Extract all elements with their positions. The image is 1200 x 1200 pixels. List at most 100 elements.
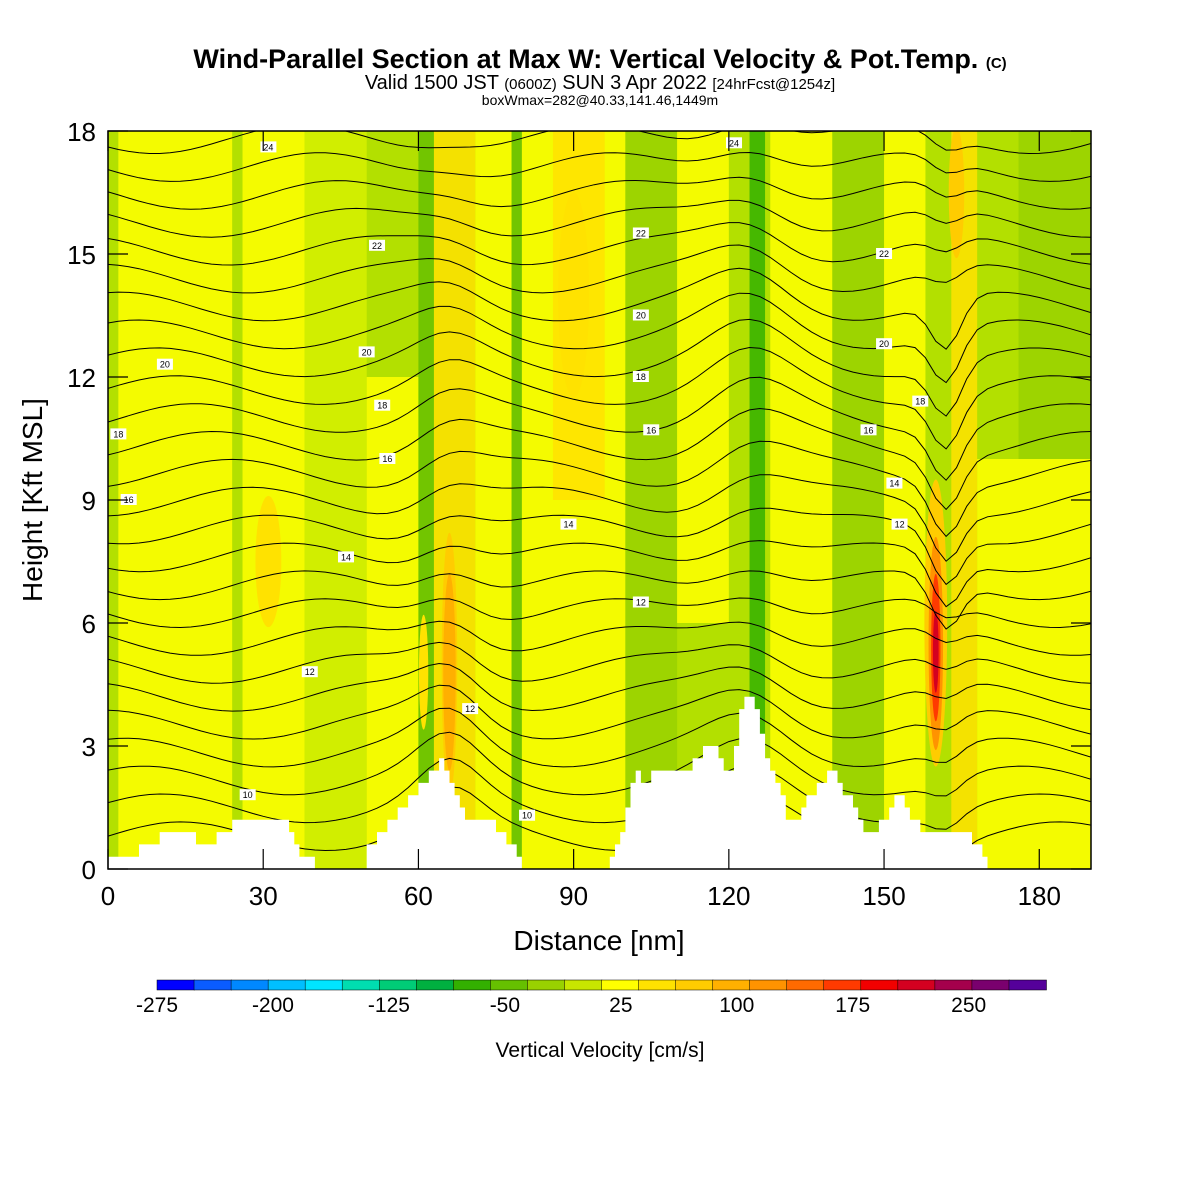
colorbar-swatch xyxy=(749,979,788,991)
contour-label-bg xyxy=(358,346,375,358)
contour-label-bg xyxy=(379,453,396,464)
theta-contour xyxy=(108,267,1091,350)
theta-contour xyxy=(108,731,1091,797)
colorbar-swatch xyxy=(527,979,566,991)
velocity-band xyxy=(304,131,367,869)
theta-contour xyxy=(108,244,1091,294)
colorbar-swatch xyxy=(490,979,529,991)
colorbar-swatch xyxy=(304,979,343,991)
updraft-core xyxy=(443,573,456,771)
colorbar-swatch xyxy=(453,979,492,991)
colorbar-swatch xyxy=(897,979,936,991)
theta-contour xyxy=(108,176,1091,210)
contour-label: 16 xyxy=(382,454,392,464)
velocity-band xyxy=(475,131,512,869)
x-tick-label: 30 xyxy=(249,881,278,911)
colorbar-tick-label: -50 xyxy=(490,994,520,1017)
contour-label-bg xyxy=(643,424,660,436)
theta-contour xyxy=(108,757,1091,830)
theta-contour xyxy=(108,346,1091,450)
colorbar-swatch xyxy=(416,979,455,991)
y-tick-label: 3 xyxy=(82,732,96,762)
colorbar-swatch xyxy=(638,979,677,991)
velocity-band xyxy=(832,131,885,869)
contour-label-bg xyxy=(726,137,743,149)
contour-label: 16 xyxy=(124,495,134,505)
contour-label: 18 xyxy=(636,372,646,382)
contour-label-bg xyxy=(632,371,649,382)
colorbar-swatch xyxy=(823,979,862,991)
velocity-band xyxy=(511,131,522,869)
theta-contour xyxy=(108,707,1091,768)
velocity-band xyxy=(977,459,1091,869)
colorbar-swatch xyxy=(267,979,306,991)
colorbar-swatch xyxy=(341,979,381,991)
theta-contour xyxy=(108,292,1091,384)
contour-label-bg xyxy=(632,596,649,608)
contour-label-bg xyxy=(632,309,649,321)
updraft-core xyxy=(418,614,429,730)
x-tick-label: 0 xyxy=(101,881,115,911)
theta-contour xyxy=(108,684,1091,740)
theta-contour xyxy=(108,376,1091,481)
y-tick-label: 15 xyxy=(67,240,96,270)
colorbar-tick-label: -125 xyxy=(368,994,410,1017)
colorbar-swatch xyxy=(786,979,825,991)
contour-label: 12 xyxy=(636,598,646,608)
contour-label: 16 xyxy=(864,425,874,435)
contour-label: 22 xyxy=(636,229,646,239)
contour-label-bg xyxy=(886,477,903,489)
colorbar-tick-label: 100 xyxy=(719,994,754,1017)
contour-label: 10 xyxy=(522,811,532,821)
contour-label: 24 xyxy=(729,138,739,148)
colorbar-swatch xyxy=(934,979,973,991)
theta-contour xyxy=(108,662,1091,712)
colorbar: -275 -200 -125 -50 25 100 175 250 xyxy=(136,979,1047,1017)
updraft-core xyxy=(255,495,282,628)
x-tick-label: 120 xyxy=(707,881,750,911)
y-tick-label: 18 xyxy=(67,117,96,147)
contour-label: 18 xyxy=(113,429,123,439)
contour-label: 10 xyxy=(243,790,253,800)
contour-label-bg xyxy=(860,424,877,436)
theta-contour xyxy=(108,407,1091,511)
y-tick-label: 12 xyxy=(67,363,96,393)
updraft-core xyxy=(558,192,590,398)
x-tick-label: 180 xyxy=(1018,881,1061,911)
colorbar-tick-label: -275 xyxy=(136,994,178,1017)
x-tick-label: 90 xyxy=(559,881,588,911)
velocity-band xyxy=(749,131,766,869)
contour-label-bg xyxy=(239,789,256,801)
contour-label-bg xyxy=(519,809,536,821)
colorbar-swatch xyxy=(860,979,899,991)
theta-contour xyxy=(108,131,1091,155)
contour-label: 20 xyxy=(636,311,646,321)
contour-label-bg xyxy=(337,551,354,563)
colorbar-label: Vertical Velocity [cm/s] xyxy=(496,1039,705,1062)
contour-label: 20 xyxy=(362,347,372,357)
theta-contour xyxy=(108,540,1091,608)
terrain-mask xyxy=(108,696,1091,869)
x-axis-label: Distance [nm] xyxy=(513,925,684,956)
theta-contour xyxy=(108,474,1091,562)
chart-subtitle: Valid 1500 JST (0600Z) SUN 3 Apr 2022 [2… xyxy=(364,72,836,94)
chart-box-info: boxWmax=282@40.33,141.46,1449m xyxy=(481,92,719,108)
velocity-band xyxy=(242,131,305,869)
theta-contour xyxy=(108,151,1091,182)
contour-label: 12 xyxy=(895,520,905,530)
contour-label: 20 xyxy=(879,339,889,349)
contour-label-bg xyxy=(560,518,577,530)
contour-label: 22 xyxy=(372,241,382,251)
contour-label-bg xyxy=(876,248,893,259)
contour-label-bg xyxy=(462,703,479,715)
colorbar-tick-label: 175 xyxy=(835,994,870,1017)
contour-label: 14 xyxy=(563,520,573,530)
theta-contour xyxy=(108,641,1091,684)
theta-contour xyxy=(108,318,1091,417)
colorbar-swatch xyxy=(971,979,1010,991)
y-axis-label: Height [Kft MSL] xyxy=(17,398,48,602)
theta-contour xyxy=(108,222,1091,266)
contour-label: 24 xyxy=(263,142,273,152)
contour-label-bg xyxy=(120,494,137,505)
